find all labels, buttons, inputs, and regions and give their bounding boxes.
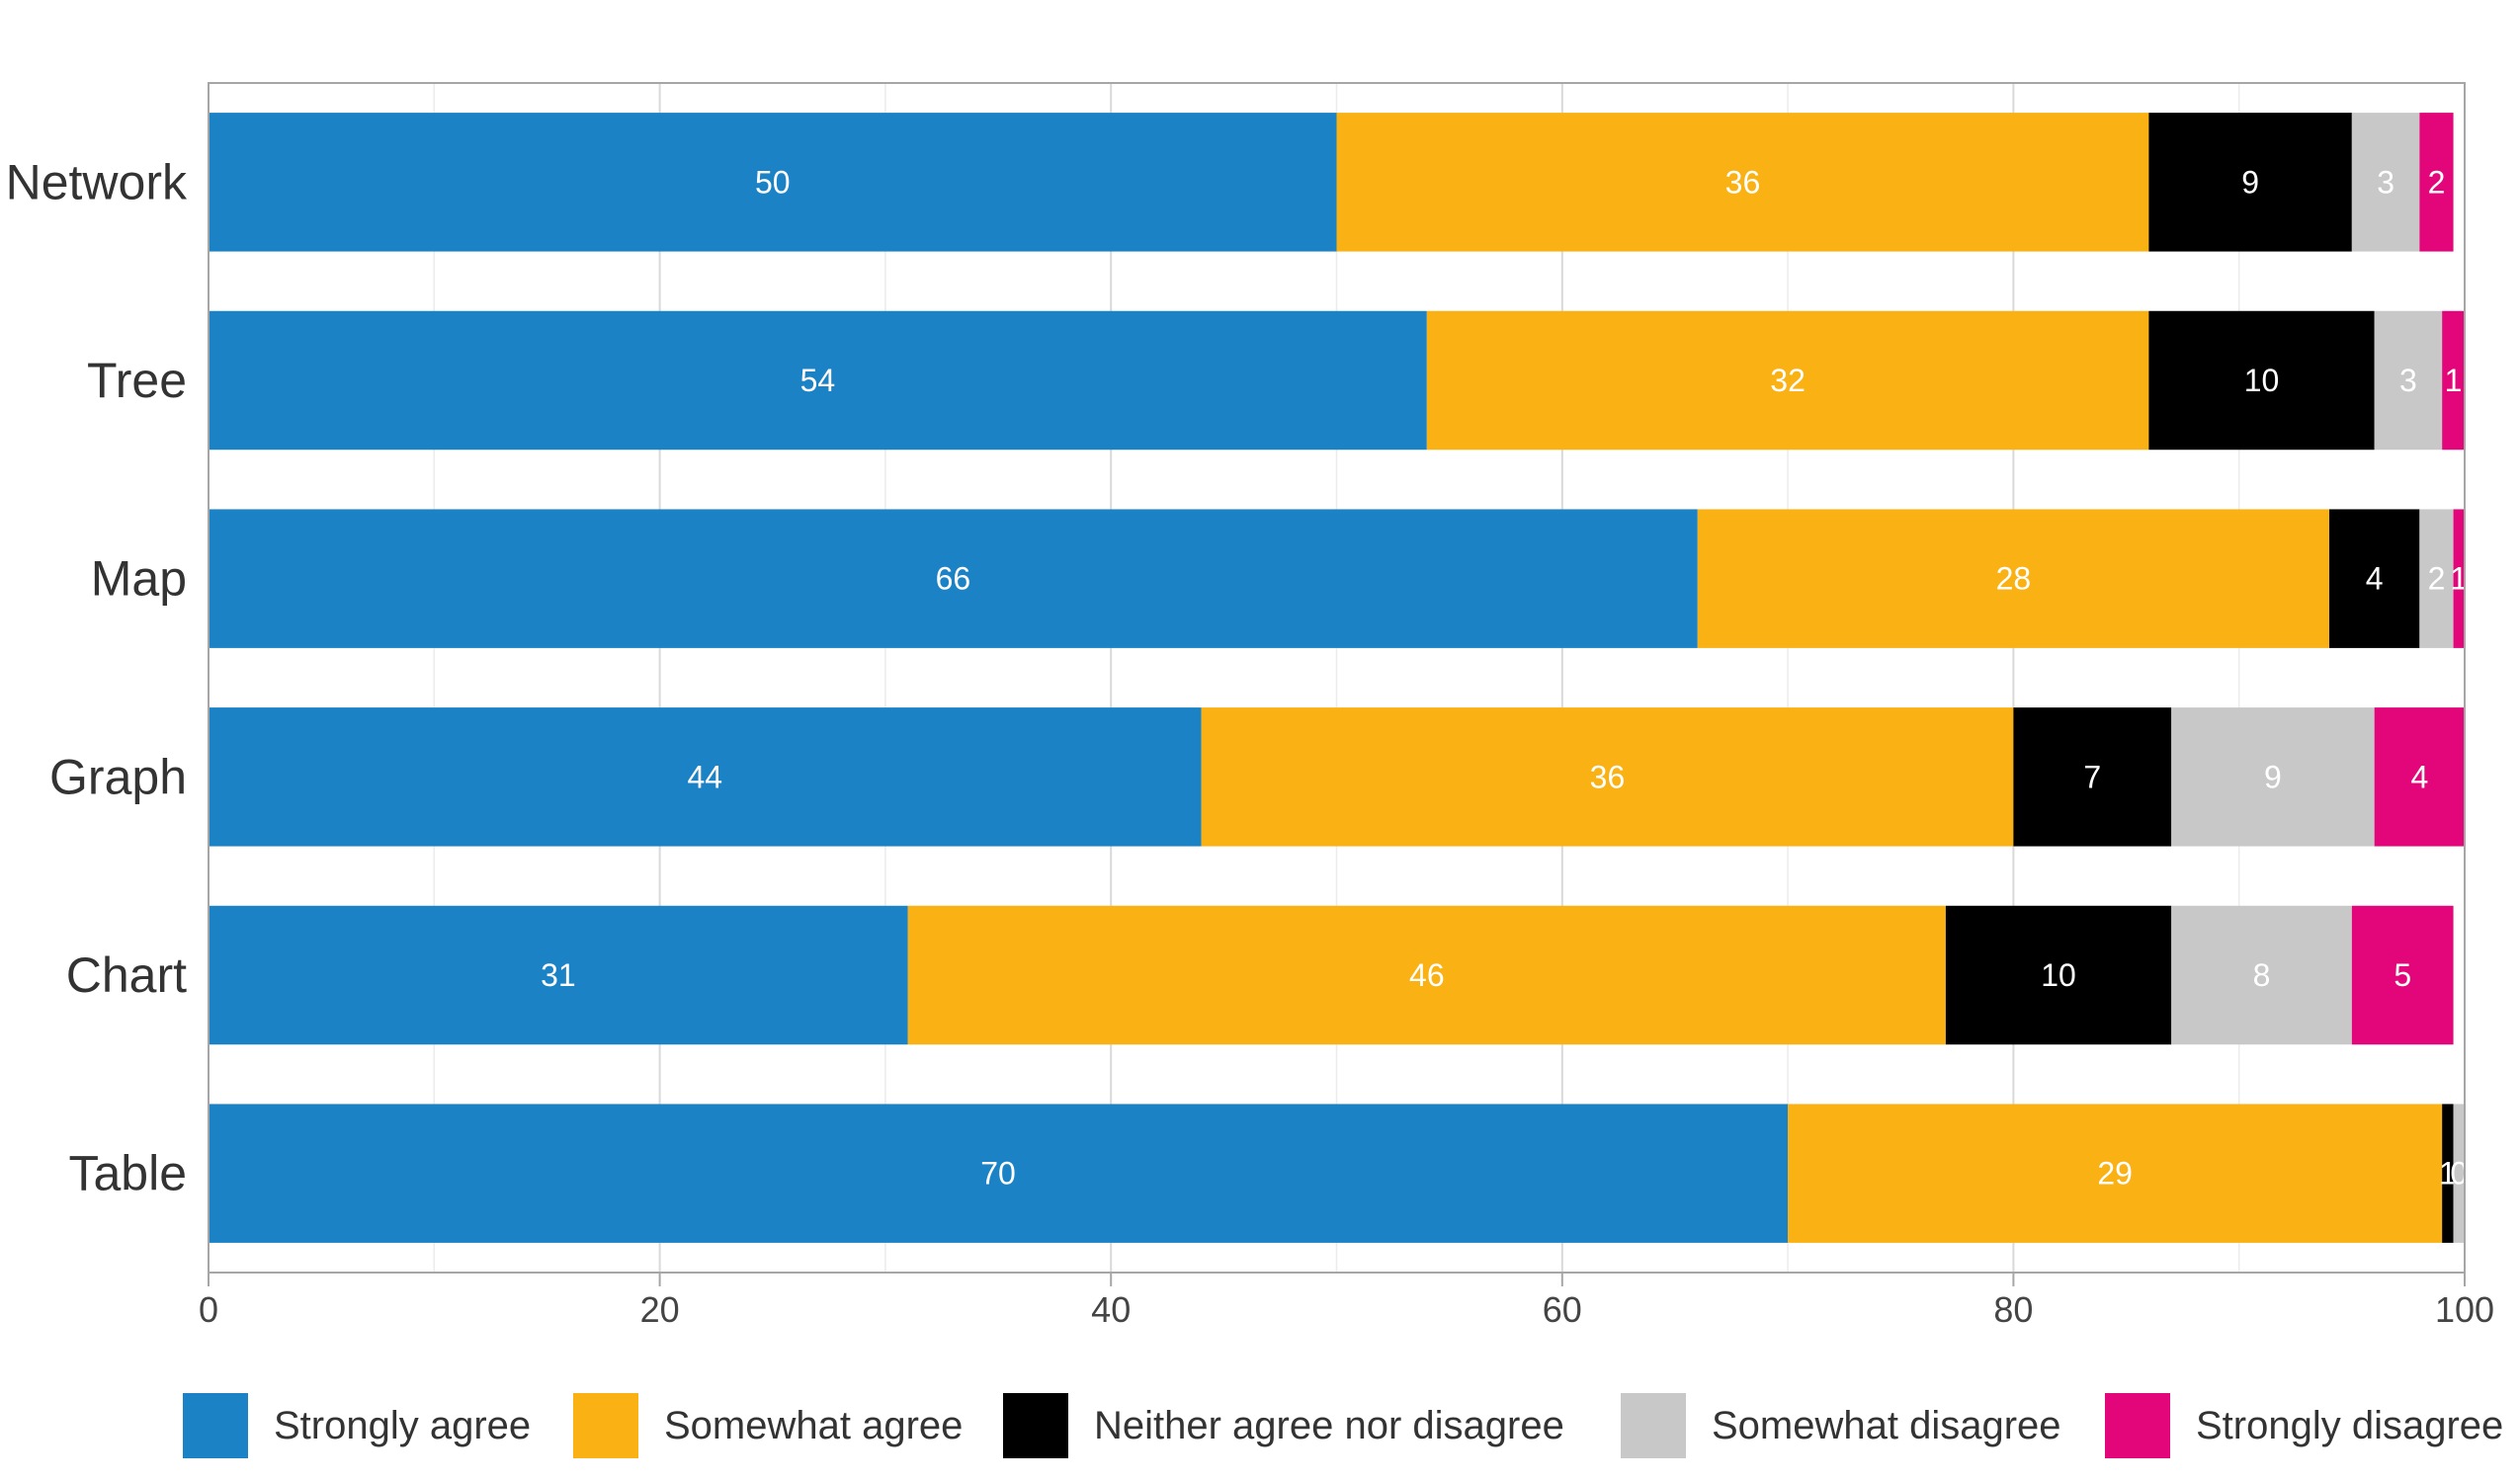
bar-tree-somewhat-agree	[1426, 310, 2149, 451]
legend-item-neither: Neither agree nor disagree	[1003, 1393, 1564, 1458]
data-label-tree-somewhat-agree: 32	[1770, 363, 1806, 398]
data-label-map-strongly-agree: 66	[936, 561, 971, 597]
bar-table-strongly-agree	[209, 1104, 1789, 1243]
category-label-table: Table	[68, 1146, 187, 1201]
legend-item-somewhat-agree: Somewhat agree	[573, 1393, 963, 1458]
data-label-chart-strongly-disagree: 5	[2394, 957, 2411, 993]
data-label-table-neither-agree-nor-disagree: 1	[2439, 1156, 2457, 1192]
bar-chart-somewhat-disagree	[2171, 905, 2352, 1045]
legend-swatch-strongly-disagree	[2105, 1393, 2170, 1458]
legend-swatch-somewhat-agree	[573, 1393, 638, 1458]
bar-graph-strongly-agree	[209, 707, 1202, 847]
bar-map-somewhat-disagree	[2419, 509, 2454, 648]
category-label-chart: Chart	[66, 947, 187, 1003]
legend: Strongly agree Somewhat agree Neither ag…	[0, 1393, 2520, 1472]
bar-network-somewhat-agree	[1336, 113, 2149, 252]
data-label-network-somewhat-disagree: 3	[2377, 164, 2394, 200]
data-label-map-neither-agree-nor-disagree: 4	[2366, 561, 2384, 597]
bar-map-somewhat-agree	[1697, 509, 2330, 648]
panel-border	[208, 82, 2466, 1274]
legend-label-strongly-disagree: Strongly disagree	[2196, 1403, 2504, 1447]
data-label-table-strongly-agree: 70	[980, 1156, 1016, 1192]
data-label-graph-neither-agree-nor-disagree: 7	[2083, 759, 2101, 794]
bar-chart-neither-agree-nor-disagree	[1945, 905, 2172, 1045]
x-tick-label-20: 20	[640, 1289, 680, 1330]
x-tick-label-40: 40	[1091, 1289, 1131, 1330]
data-label-graph-somewhat-disagree: 9	[2264, 759, 2282, 794]
legend-label-neither: Neither agree nor disagree	[1094, 1403, 1564, 1447]
bar-map-strongly-disagree	[2453, 509, 2465, 648]
legend-label-somewhat-agree: Somewhat agree	[664, 1403, 964, 1447]
data-label-tree-somewhat-disagree: 3	[2399, 363, 2417, 398]
category-label-map: Map	[91, 551, 187, 607]
bar-network-neither-agree-nor-disagree	[2148, 113, 2352, 252]
data-label-graph-strongly-disagree: 4	[2410, 759, 2428, 794]
legend-swatch-neither	[1003, 1393, 1068, 1458]
data-label-table-somewhat-agree: 29	[2097, 1156, 2133, 1192]
legend-label-somewhat-disagree: Somewhat disagree	[1712, 1403, 2061, 1447]
data-label-tree-strongly-disagree: 1	[2445, 363, 2463, 398]
bar-graph-somewhat-disagree	[2171, 707, 2375, 847]
bar-map-neither-agree-nor-disagree	[2329, 509, 2420, 648]
data-label-network-neither-agree-nor-disagree: 9	[2241, 164, 2259, 200]
legend-swatch-strongly-agree	[183, 1393, 248, 1458]
data-label-map-strongly-disagree: 1	[2450, 561, 2468, 597]
bar-graph-neither-agree-nor-disagree	[2013, 707, 2172, 847]
bar-table-somewhat-agree	[1788, 1104, 2443, 1243]
bar-map-strongly-agree	[209, 509, 1698, 648]
x-tick-label-80: 80	[1993, 1289, 2033, 1330]
legend-swatch-somewhat-disagree	[1621, 1393, 1686, 1458]
bar-chart-somewhat-agree	[907, 905, 1946, 1045]
bar-graph-strongly-disagree	[2374, 707, 2465, 847]
bar-tree-strongly-agree	[209, 310, 1427, 451]
data-label-tree-strongly-agree: 54	[800, 363, 836, 398]
bar-network-strongly-agree	[209, 113, 1337, 252]
legend-label-strongly-agree: Strongly agree	[274, 1403, 532, 1447]
bar-tree-somewhat-disagree	[2374, 310, 2443, 451]
data-label-network-strongly-agree: 50	[755, 164, 791, 200]
data-label-chart-strongly-agree: 31	[541, 957, 576, 993]
legend-item-strongly-agree: Strongly agree	[183, 1393, 531, 1458]
data-label-chart-somewhat-disagree: 8	[2253, 957, 2271, 993]
data-label-graph-somewhat-agree: 36	[1590, 759, 1626, 794]
data-label-chart-neither-agree-nor-disagree: 10	[2041, 957, 2076, 993]
bar-network-somewhat-disagree	[2351, 113, 2420, 252]
data-label-map-somewhat-agree: 28	[1996, 561, 2032, 597]
bar-chart-strongly-agree	[209, 905, 908, 1045]
category-label-network: Network	[6, 154, 188, 209]
data-label-graph-strongly-agree: 44	[687, 759, 722, 794]
data-label-network-strongly-disagree: 2	[2428, 164, 2446, 200]
x-tick-label-60: 60	[1543, 1289, 1582, 1330]
data-label-network-somewhat-agree: 36	[1725, 164, 1761, 200]
bar-chart-strongly-disagree	[2351, 905, 2454, 1045]
data-label-map-somewhat-disagree: 2	[2428, 561, 2446, 597]
data-label-tree-neither-agree-nor-disagree: 10	[2244, 363, 2280, 398]
data-label-chart-somewhat-agree: 46	[1409, 957, 1445, 993]
bar-tree-neither-agree-nor-disagree	[2148, 310, 2375, 451]
x-tick-label-0: 0	[199, 1289, 218, 1330]
bar-tree-strongly-disagree	[2442, 310, 2465, 451]
legend-item-somewhat-disagree: Somewhat disagree	[1621, 1393, 2061, 1458]
bar-graph-somewhat-agree	[1201, 707, 2014, 847]
legend-item-strongly-disagree: Strongly disagree	[2105, 1393, 2503, 1458]
x-tick-label-100: 100	[2435, 1289, 2494, 1330]
bar-network-strongly-disagree	[2419, 113, 2454, 252]
category-label-graph: Graph	[49, 749, 187, 804]
bar-table-somewhat-disagree	[2453, 1104, 2465, 1243]
category-label-tree: Tree	[87, 353, 187, 408]
data-label-table-somewhat-disagree: 0	[2450, 1156, 2468, 1192]
bar-table-neither-agree-nor-disagree	[2442, 1104, 2454, 1243]
